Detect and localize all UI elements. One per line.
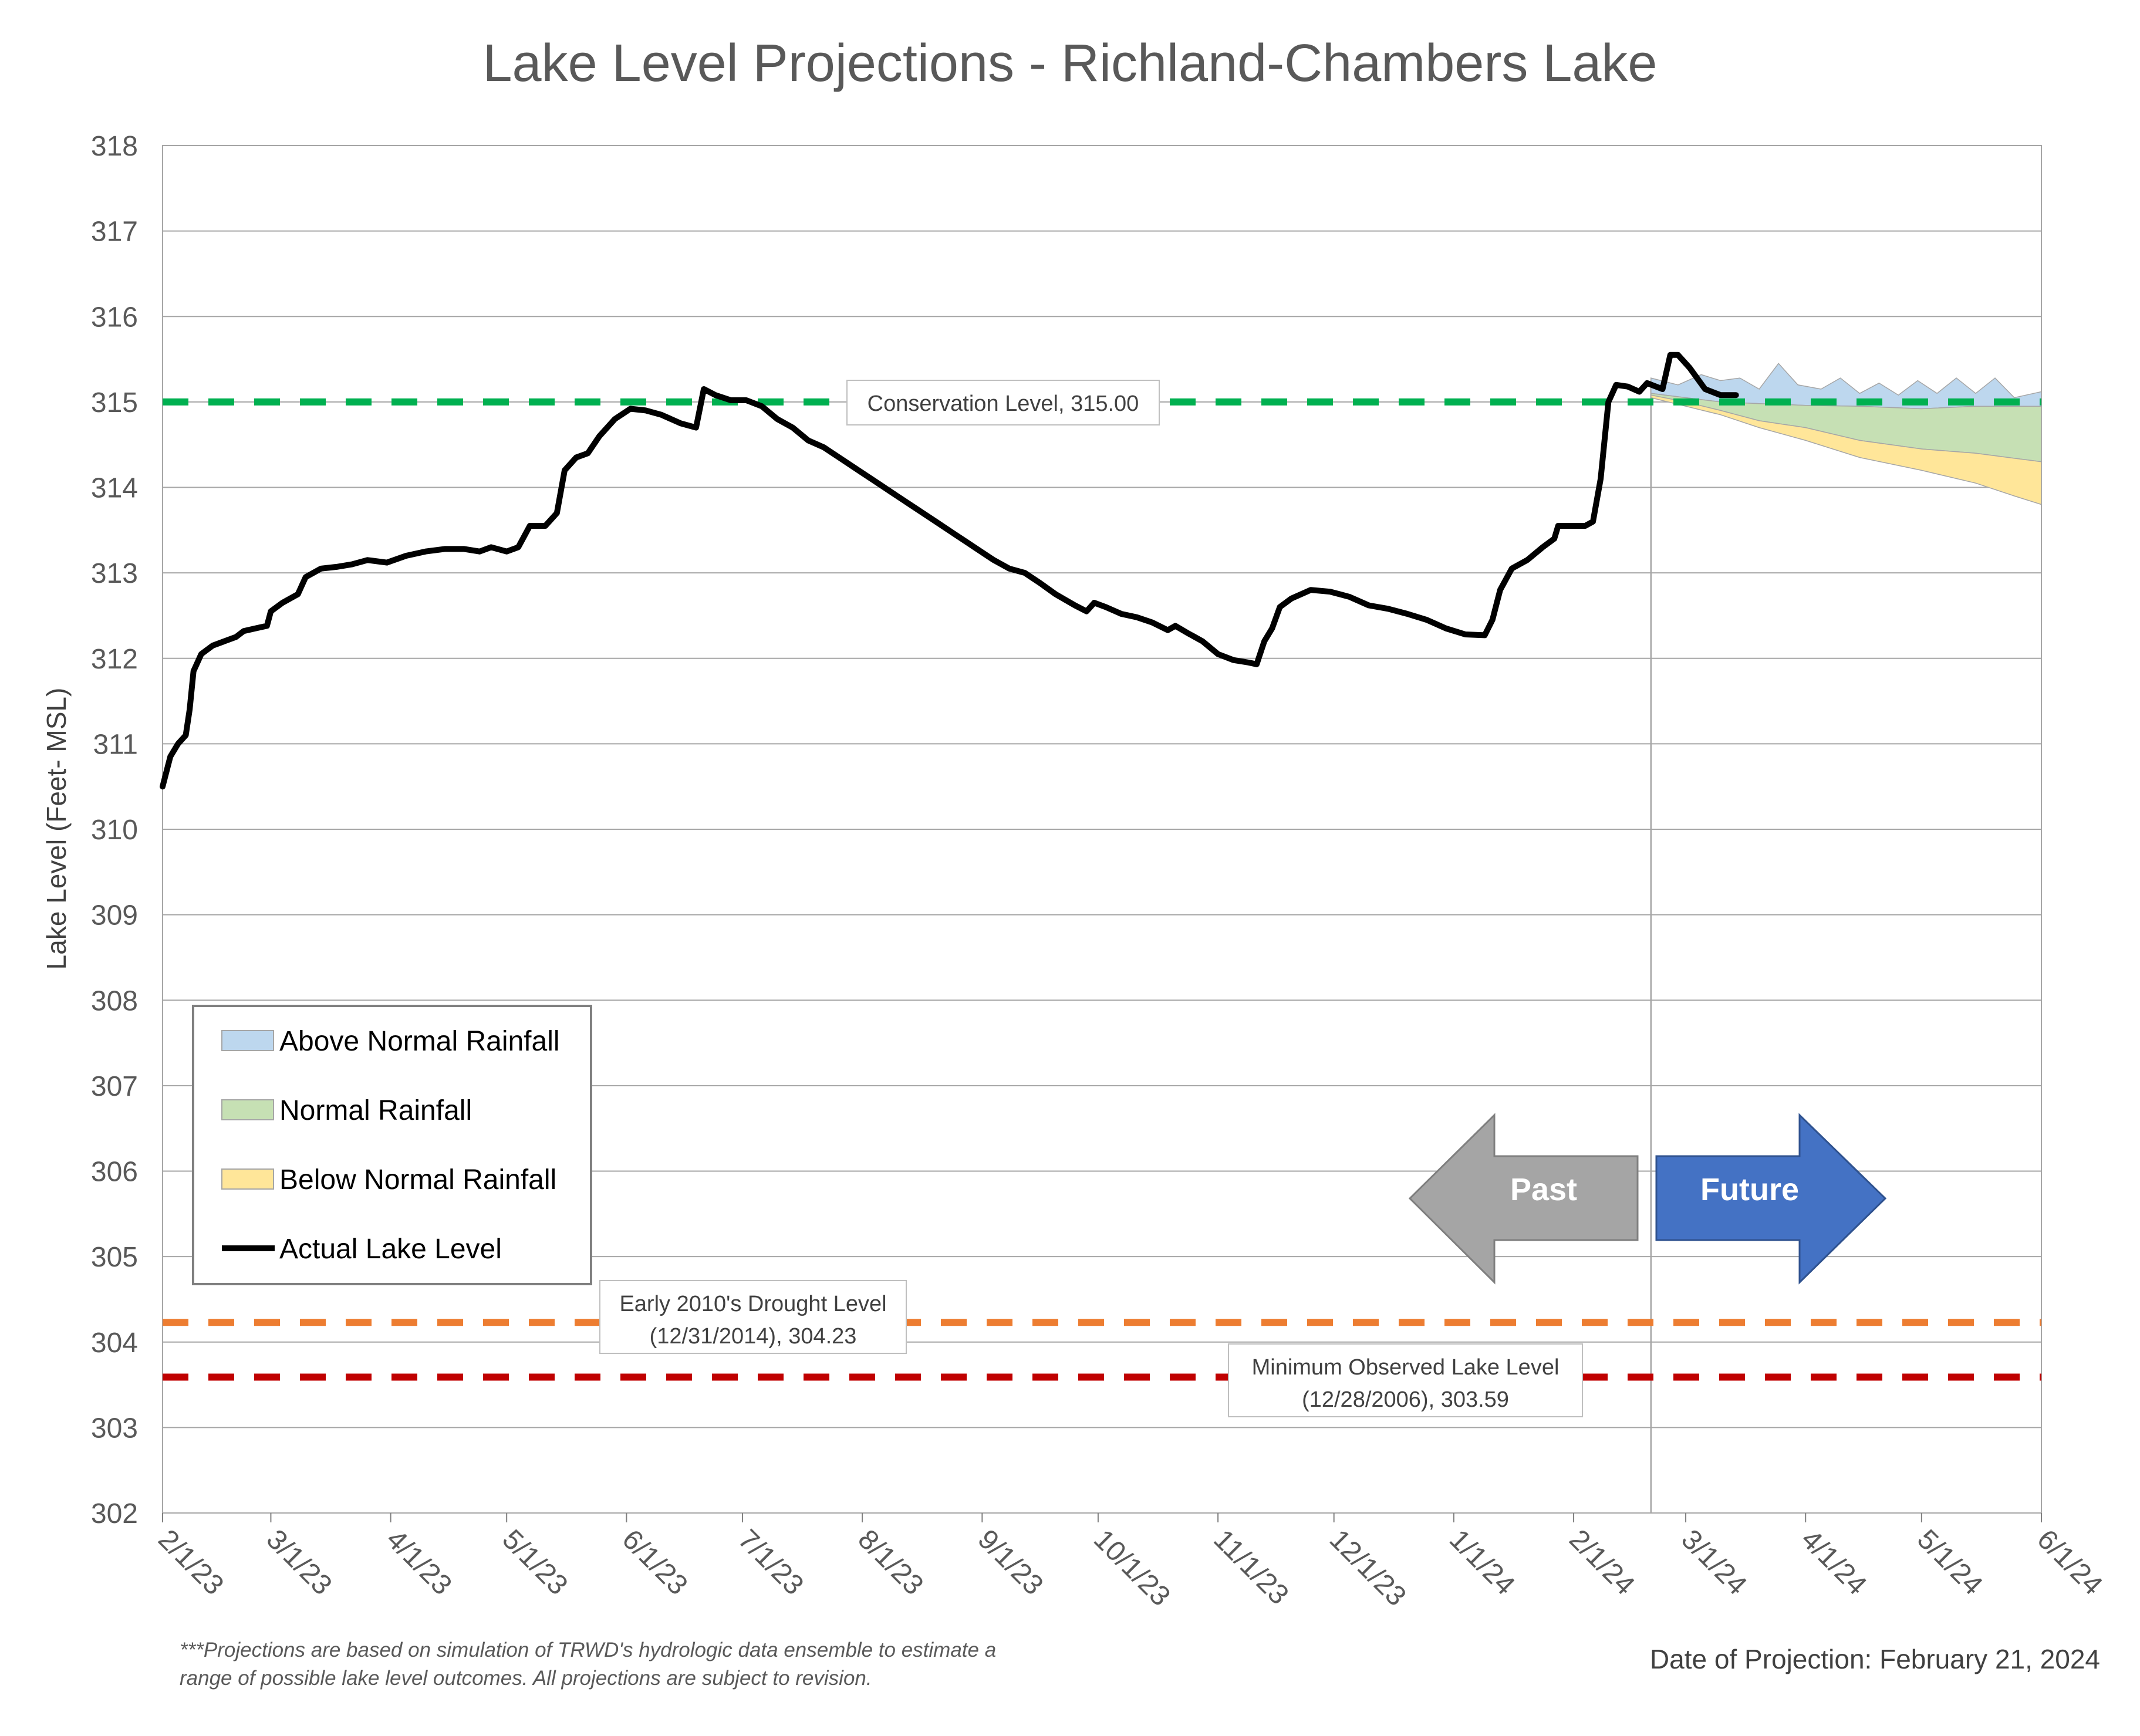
y-tick-label: 312 bbox=[91, 644, 138, 675]
drought-callout: Early 2010's Drought Level (12/31/2014), … bbox=[599, 1280, 907, 1354]
y-tick-label: 311 bbox=[93, 729, 138, 760]
y-tick-label: 315 bbox=[91, 387, 138, 418]
y-tick-label: 313 bbox=[91, 558, 138, 589]
y-tick-label: 314 bbox=[91, 473, 138, 504]
legend-label: Below Normal Rainfall bbox=[279, 1164, 556, 1195]
legend-swatch bbox=[221, 1099, 274, 1120]
y-tick-label: 318 bbox=[91, 131, 138, 162]
y-tick-label: 316 bbox=[91, 302, 138, 333]
y-tick-label: 302 bbox=[91, 1498, 138, 1529]
legend-label: Actual Lake Level bbox=[279, 1234, 502, 1265]
y-tick-label: 310 bbox=[91, 815, 138, 846]
legend-label: Normal Rainfall bbox=[279, 1095, 472, 1126]
below-normal-band bbox=[1650, 394, 2042, 505]
drought-callout-box bbox=[599, 1280, 907, 1354]
y-tick-label: 306 bbox=[91, 1157, 138, 1188]
conservation-callout: Conservation Level, 315.00 bbox=[846, 380, 1160, 425]
future-arrow-label: Future bbox=[1700, 1172, 1799, 1207]
actual-lake-level-line bbox=[160, 352, 1739, 790]
footnote-line: range of possible lake level outcomes. A… bbox=[180, 1667, 872, 1690]
future-arrow bbox=[1655, 1113, 1887, 1285]
y-tick-label: 309 bbox=[91, 900, 138, 931]
past-arrow-label: Past bbox=[1510, 1172, 1577, 1207]
y-axis-label: Lake Level (Feet- MSL) bbox=[41, 688, 72, 970]
legend-label: Above Normal Rainfall bbox=[279, 1026, 560, 1057]
drought-callout-text: Early 2010's Drought Level bbox=[619, 1292, 886, 1316]
conservation-callout-box bbox=[846, 380, 1160, 425]
past-arrow bbox=[1408, 1113, 1639, 1285]
chart-title: Lake Level Projections - Richland-Chambe… bbox=[482, 34, 1657, 93]
minimum-callout-text: Minimum Observed Lake Level bbox=[1252, 1355, 1560, 1380]
conservation-callout-text: Conservation Level, 315.00 bbox=[868, 391, 1139, 416]
y-tick-label: 317 bbox=[91, 217, 138, 248]
minimum-callout: Minimum Observed Lake Level (12/28/2006),… bbox=[1228, 1343, 1583, 1417]
y-tick-label: 303 bbox=[91, 1413, 138, 1444]
y-tick-label: 307 bbox=[91, 1071, 138, 1102]
past-future-arrows: Past Future bbox=[1408, 1113, 1887, 1285]
actual-level-layer bbox=[160, 352, 1739, 790]
legend-swatch bbox=[221, 1030, 274, 1051]
minimum-callout-text: (12/28/2006), 303.59 bbox=[1302, 1387, 1509, 1412]
footnote: ***Projections are based on simulation o… bbox=[180, 1639, 996, 1690]
legend-swatch bbox=[221, 1168, 274, 1190]
minimum-callout-box bbox=[1228, 1343, 1583, 1417]
projection-bands bbox=[1650, 363, 2042, 505]
callouts: Conservation Level, 315.00 Early 2010's D… bbox=[599, 380, 1583, 1417]
projection-date-text: Date of Projection: February 21, 2024 bbox=[1650, 1644, 2100, 1674]
legend-box bbox=[192, 1005, 592, 1285]
y-tick-label: 305 bbox=[91, 1242, 138, 1273]
footnote-line: ***Projections are based on simulation o… bbox=[180, 1639, 996, 1661]
drought-callout-text: (12/31/2014), 304.23 bbox=[650, 1324, 857, 1349]
y-tick-label: 304 bbox=[91, 1328, 138, 1359]
y-tick-label: 308 bbox=[91, 985, 138, 1016]
plot-border bbox=[162, 145, 2042, 1514]
legend: Above Normal Rainfall Normal Rainfall Belo… bbox=[192, 1005, 592, 1285]
